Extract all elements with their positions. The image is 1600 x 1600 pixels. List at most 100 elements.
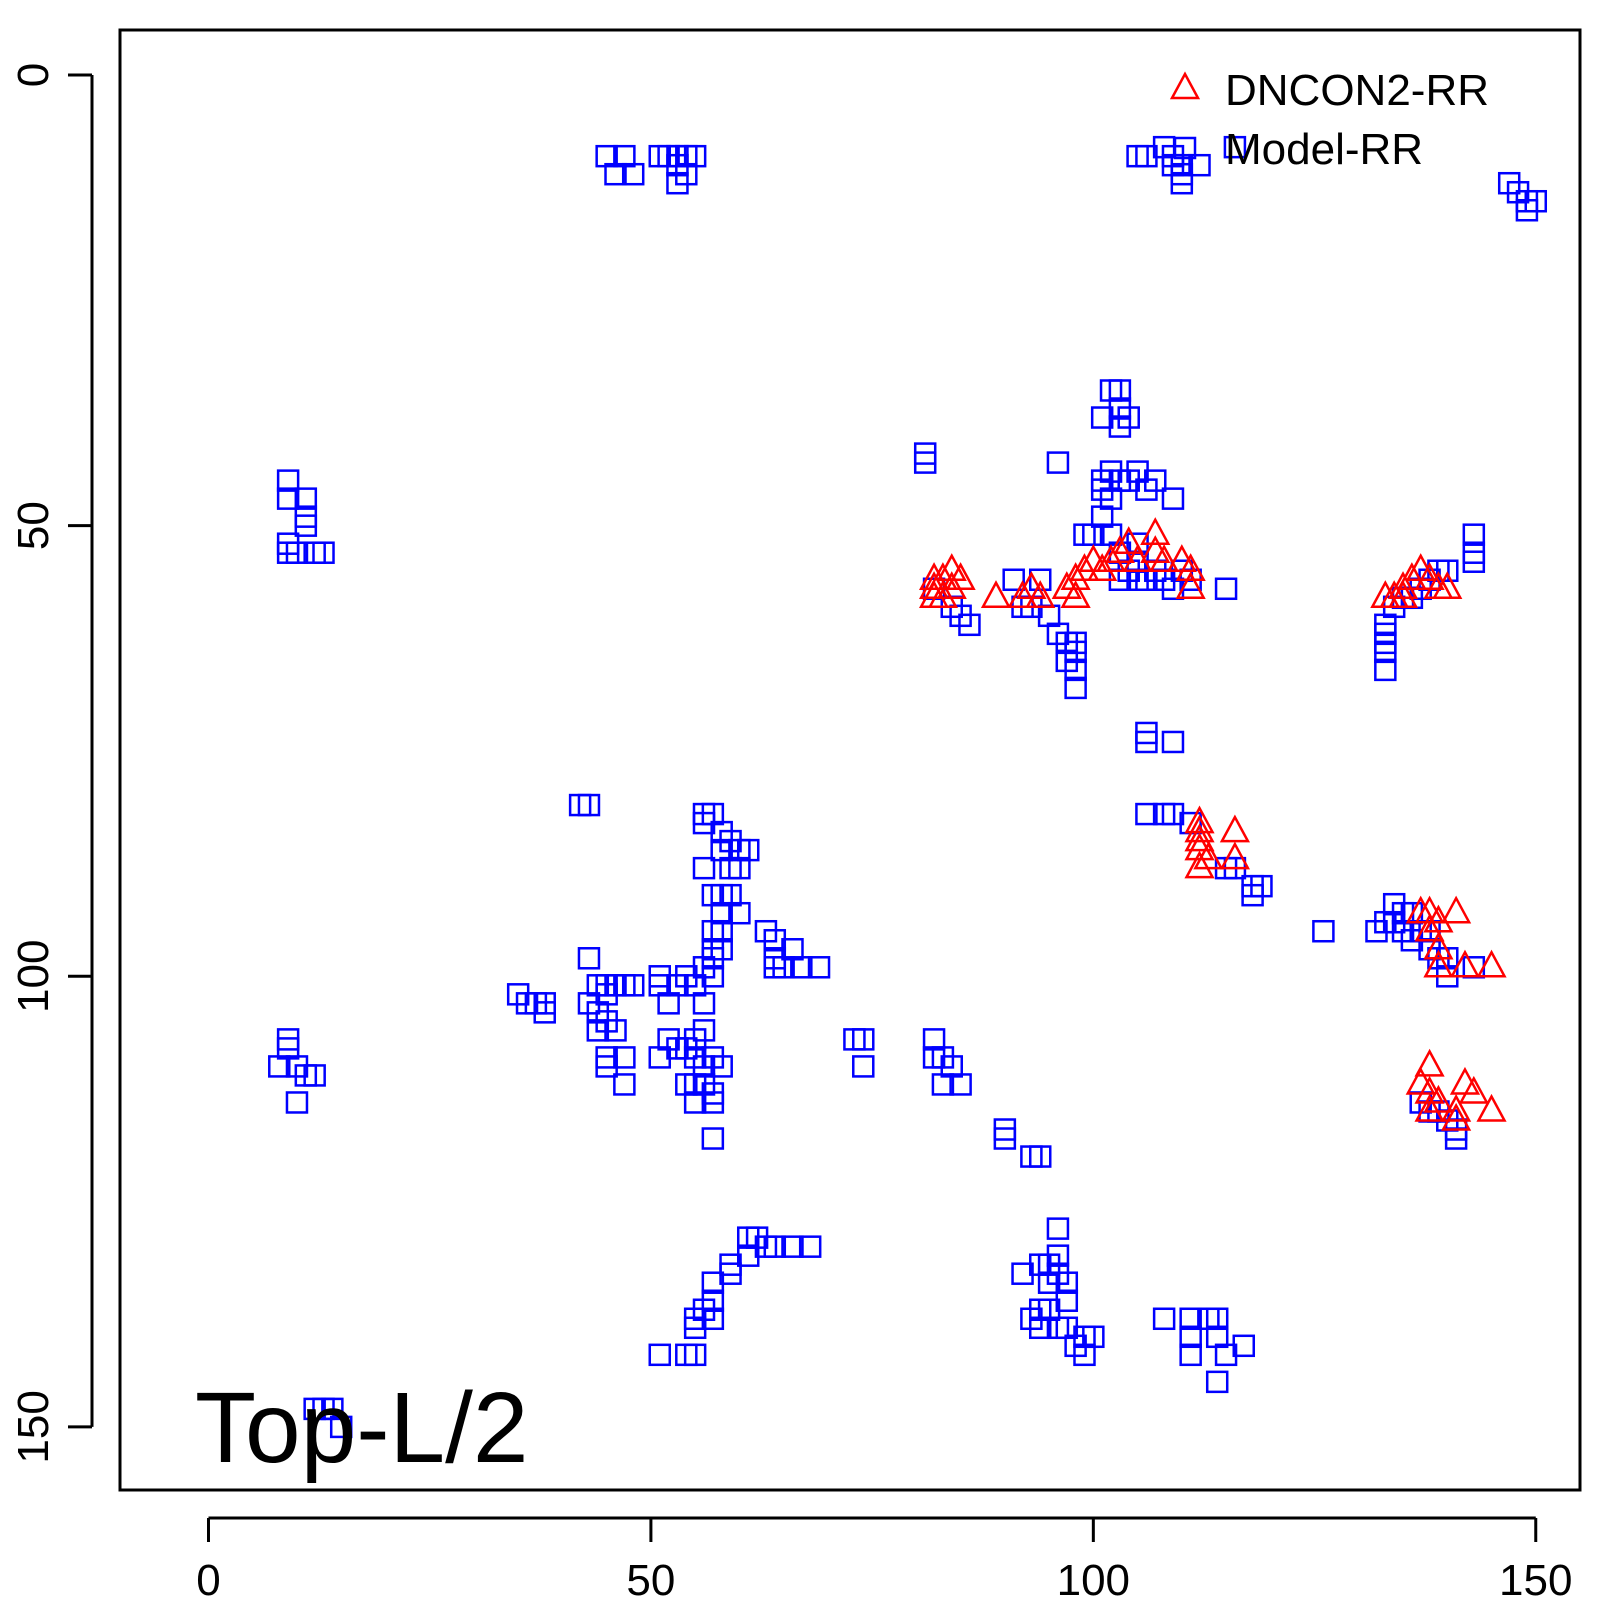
model-rr-point	[586, 1019, 610, 1042]
y-tick-label: 50	[9, 501, 58, 550]
x-tick-label: 0	[196, 1556, 220, 1600]
model-rr-point	[268, 1055, 291, 1078]
dncon2-rr-point	[1476, 1093, 1507, 1122]
model-rr-point	[692, 992, 716, 1015]
dncon2-rr-point	[1087, 553, 1118, 581]
y-tick-label: 150	[9, 1390, 58, 1463]
model-rr-point	[657, 992, 680, 1015]
dncon2-rr-point	[1069, 553, 1100, 581]
model-rr-point	[1152, 1307, 1176, 1331]
model-rr-point	[1064, 640, 1087, 664]
model-rr-point	[648, 1046, 672, 1069]
dncon2-rr-point	[1387, 580, 1419, 609]
model-rr-point	[666, 171, 689, 195]
model-rr-point	[993, 1127, 1017, 1150]
legend-label: Model-RR	[1225, 125, 1423, 174]
model-rr-point	[285, 541, 309, 564]
model-rr-point	[1002, 568, 1025, 592]
axes: 0 50 100 150 0 50 100 150	[9, 63, 1572, 1600]
model-rr-point	[1214, 577, 1238, 601]
model-rr-point	[1179, 1343, 1202, 1367]
model-rr-point	[621, 974, 645, 997]
dncon2-rr-point	[1423, 931, 1454, 960]
model-rr-point	[1179, 1307, 1202, 1331]
model-rr-point	[781, 1235, 804, 1258]
model-rr-point	[710, 1055, 733, 1078]
dncon2-rr-point	[1396, 562, 1427, 591]
dncon2-rr-point	[1441, 1102, 1472, 1131]
model-rr-point	[763, 1235, 787, 1258]
model-rr-point	[1223, 135, 1247, 159]
model-rr-point	[294, 514, 318, 537]
model-rr-point	[276, 487, 300, 510]
dncon2-rr-point	[1175, 553, 1206, 581]
dncon2-rr-point	[1219, 814, 1251, 843]
model-rr-point	[701, 1271, 725, 1294]
dncon2-rr-point	[1007, 580, 1038, 609]
model-rr-point	[1374, 640, 1397, 664]
dncon2-rr-point	[980, 580, 1012, 609]
model-rr-point	[913, 451, 937, 474]
dncon2-rr-point	[1441, 895, 1472, 924]
model-rr-point	[852, 1028, 875, 1051]
legend-square-icon	[1173, 136, 1197, 160]
model-rr-point	[1064, 658, 1087, 682]
dncon2-rr-point	[1449, 949, 1481, 978]
topl2-annotation: Top-L/2	[195, 1372, 529, 1484]
model-rr-point	[1205, 1307, 1229, 1331]
model-rr-point	[285, 1091, 309, 1114]
model-rr-point	[1241, 883, 1264, 907]
model-rr-point	[683, 144, 707, 168]
dncon2-rr-point	[1441, 1093, 1472, 1122]
model-rr-point	[604, 162, 627, 186]
x-tick-label: 150	[1499, 1556, 1572, 1600]
dncon2-rr-point	[1476, 949, 1507, 978]
model-rr-point	[728, 901, 751, 925]
model-rr-point	[772, 956, 795, 979]
model-rr-point	[1179, 1325, 1202, 1349]
dncon2-rr-point	[1104, 535, 1135, 563]
dncon2-rr-point	[1184, 805, 1215, 834]
model-rr-point	[577, 947, 601, 970]
dncon2-rr-point	[1113, 526, 1144, 554]
y-tick-label: 0	[9, 63, 58, 87]
model-rr-point	[1161, 730, 1185, 754]
model-rr-point	[807, 956, 831, 979]
dncon2-rr-point	[1423, 949, 1454, 978]
model-rr-point	[1028, 1316, 1052, 1340]
dncon2-rr-point	[1432, 571, 1463, 600]
model-rr-point	[1436, 559, 1459, 582]
data-marks	[268, 135, 1548, 1439]
dncon2-rr-point	[918, 580, 950, 609]
model-rr-point	[1312, 919, 1335, 943]
model-rr-point	[1055, 1271, 1079, 1294]
model-rr-point	[790, 956, 813, 979]
plot-frame	[118, 28, 1582, 1492]
model-rr-point	[312, 541, 335, 564]
model-rr-point	[303, 1064, 326, 1087]
model-rr-point	[1515, 198, 1539, 222]
model-rr-point	[613, 1073, 636, 1096]
dncon2-rr-point	[1060, 562, 1091, 591]
model-rr-point	[1462, 523, 1486, 546]
model-rr-point	[1090, 406, 1114, 429]
dncon2-rr-point	[1025, 580, 1056, 609]
model-rr-point	[1462, 550, 1486, 573]
model-rr-point	[675, 1073, 698, 1096]
model-rr-point	[728, 856, 751, 880]
model-rr-point	[931, 1073, 955, 1096]
dncon2-rr-point	[1184, 850, 1215, 879]
y-tick-label: 100	[9, 940, 58, 1013]
model-rr-point	[1073, 1343, 1096, 1367]
model-rr-point	[1028, 1145, 1052, 1168]
model-rr-point	[294, 487, 318, 510]
model-rr-point	[798, 1235, 822, 1258]
model-rr-point	[1073, 523, 1096, 546]
dncon2-rr-point	[1140, 517, 1171, 545]
dncon2-rr-point	[1414, 1093, 1445, 1122]
dncon2-rr-point	[1219, 841, 1251, 870]
model-rr-point	[648, 1343, 672, 1367]
model-rr-point	[533, 1001, 556, 1024]
